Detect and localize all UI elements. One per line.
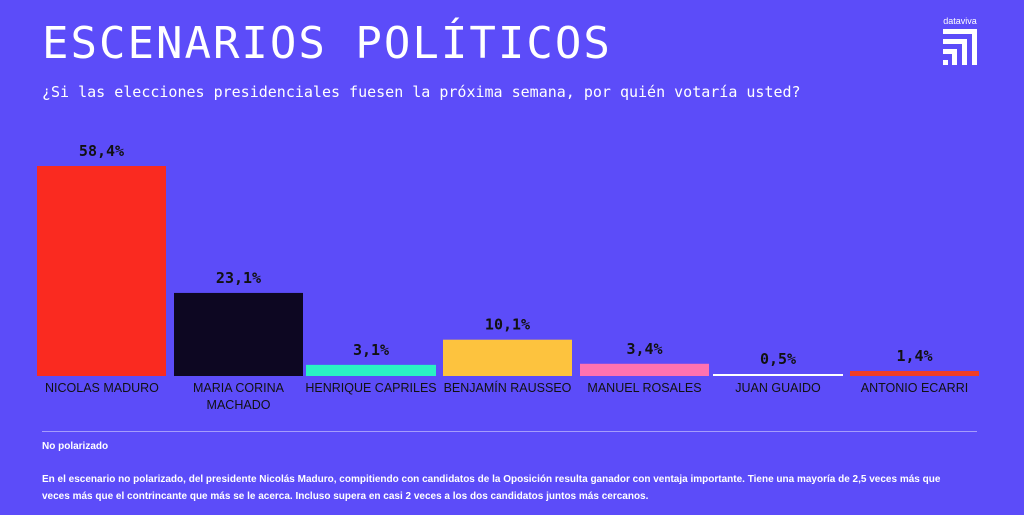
bar-nicolas-maduro xyxy=(37,166,166,376)
bar-maria-corina-machado xyxy=(174,292,303,376)
category-label-henrique-capriles: HENRIQUE CAPRILES xyxy=(305,381,436,395)
page-title: ESCENARIOS POLÍTICOS xyxy=(42,18,612,69)
value-label-manuel-rosales: 3,4% xyxy=(626,340,662,358)
bar-manuel-rosales xyxy=(580,363,709,376)
bar-henrique-capriles xyxy=(306,364,436,376)
value-label-nicolas-maduro: 58,4% xyxy=(79,142,124,160)
value-label-maria-corina-machado: 23,1% xyxy=(216,269,261,287)
divider xyxy=(42,431,977,432)
bar-juan-guaido xyxy=(713,374,843,376)
bar-benjamin-rausseo xyxy=(443,339,572,376)
category-label-nicolas-maduro: NICOLAS MADURO xyxy=(45,381,159,395)
dataviva-logo-icon xyxy=(943,29,977,65)
note-text: En el escenario no polarizado, del presi… xyxy=(42,474,941,502)
category-label-maria-corina-machado: MACHADO xyxy=(207,398,271,412)
category-label-maria-corina-machado: MARIA CORINA xyxy=(193,381,285,395)
brand-name: dataviva xyxy=(943,16,977,26)
bar-antonio-ecarri xyxy=(850,370,979,376)
category-label-antonio-ecarri: ANTONIO ECARRI xyxy=(861,381,968,395)
brand: dataviva xyxy=(930,16,990,65)
value-label-antonio-ecarri: 1,4% xyxy=(896,347,932,365)
category-label-juan-guaido: JUAN GUAIDO xyxy=(735,381,821,395)
value-label-henrique-capriles: 3,1% xyxy=(353,341,389,359)
bar-chart: 58,4% NICOLAS MADURO 23,1% MARIA CORINA MACH… xyxy=(37,142,979,412)
value-label-juan-guaido: 0,5% xyxy=(760,350,796,368)
category-label-manuel-rosales: MANUEL ROSALES xyxy=(587,381,701,395)
value-label-benjamin-rausseo: 10,1% xyxy=(485,316,530,334)
note-title: No polarizado xyxy=(42,441,109,452)
chart-subtitle: ¿Si las elecciones presidenciales fuesen… xyxy=(42,83,801,101)
category-label-benjamin-rausseo: BENJAMÍN RAUSSEO xyxy=(444,380,572,395)
